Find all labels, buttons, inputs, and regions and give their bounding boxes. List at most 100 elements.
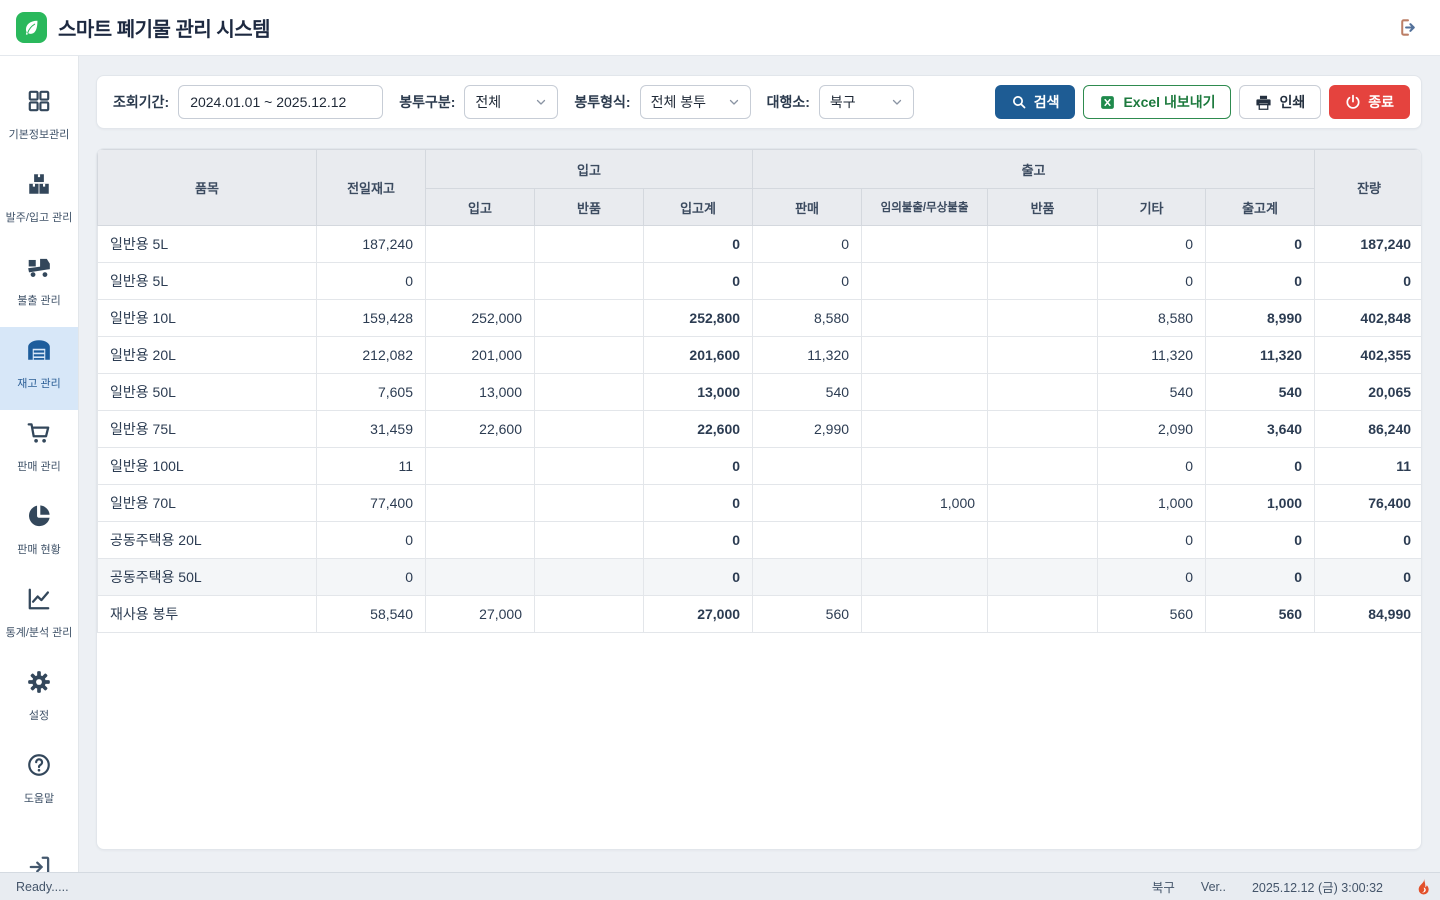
cell-item: 일반용 5L — [97, 225, 317, 263]
cell-in: 201,000 — [425, 336, 535, 374]
close-button[interactable]: 종료 — [1329, 85, 1410, 119]
cell-in: 22,600 — [425, 410, 535, 448]
table-row[interactable]: 공동주택용 50L 0 0 0 0 0 — [97, 558, 1421, 596]
cell-item: 일반용 20L — [97, 336, 317, 374]
table-row[interactable]: 일반용 70L 77,400 0 1,000 1,000 1,000 76,400 — [97, 484, 1421, 522]
cell-in_ret — [534, 373, 644, 411]
cell-free — [861, 373, 989, 411]
period-input[interactable] — [178, 85, 384, 119]
table-row[interactable]: 일반용 5L 0 0 0 0 0 0 — [97, 262, 1421, 300]
cell-etc: 11,320 — [1097, 336, 1207, 374]
sidebar-item-settings[interactable]: 설정 — [0, 659, 78, 742]
excel-export-button[interactable]: Excel 내보내기 — [1083, 85, 1232, 119]
cell-free — [861, 225, 989, 263]
status-bar: Ready..... 북구 Ver.. 2025.12.12 (금) 3:00:… — [0, 872, 1440, 900]
sidebar-item-sales-status[interactable]: 판매 현황 — [0, 493, 78, 576]
sidebar-item-order-inbound[interactable]: 발주/입고 관리 — [0, 161, 78, 244]
col-free-issue: 임의불출/무상불출 — [861, 188, 989, 226]
help-icon — [26, 752, 52, 783]
table-row[interactable]: 일반용 10L 159,428 252,000 252,800 8,580 8,580 8,… — [97, 299, 1421, 337]
colgroup-outbound: 출고 — [752, 149, 1316, 189]
cell-in — [425, 484, 535, 522]
bag-type-select[interactable]: 전체 — [464, 85, 559, 119]
cell-in — [425, 558, 535, 596]
sidebar-item-inventory[interactable]: 재고 관리 — [0, 327, 78, 410]
cell-prev: 0 — [316, 521, 426, 559]
cell-in — [425, 521, 535, 559]
agency-filter: 대행소: 북구 — [767, 85, 914, 119]
cell-rem: 0 — [1314, 262, 1421, 300]
cell-out_tot: 0 — [1205, 521, 1316, 559]
table-row[interactable]: 일반용 75L 31,459 22,600 22,600 2,990 2,090 3,640… — [97, 410, 1421, 448]
sidebar-item-sales[interactable]: 판매 관리 — [0, 410, 78, 493]
bag-format-label: 봉투형식: — [574, 94, 631, 110]
sidebar-item-help[interactable]: 도움말 — [0, 742, 78, 825]
table-row[interactable]: 일반용 50L 7,605 13,000 13,000 540 540 540 20,065 — [97, 373, 1421, 411]
cell-in_ret — [534, 595, 644, 633]
excel-icon — [1099, 94, 1116, 111]
sidebar-item-dispatch[interactable]: 불출 관리 — [0, 244, 78, 327]
logout-button[interactable] — [1392, 13, 1422, 43]
cell-etc: 0 — [1097, 225, 1207, 263]
filter-bar: 조회기간: 봉투구분: 전체 봉투형식: 전체 봉투 대행소: 북구 — [96, 75, 1422, 129]
sidebar-item-basic-info[interactable]: 기본정보관리 — [0, 78, 78, 161]
sidebar-login-button[interactable] — [0, 854, 78, 872]
cell-free — [861, 336, 989, 374]
cell-free — [861, 410, 989, 448]
cell-sale: 0 — [752, 262, 863, 300]
cell-in_tot: 22,600 — [642, 410, 754, 448]
cell-item: 일반용 5L — [97, 262, 317, 300]
cell-sale — [752, 521, 863, 559]
app-header: 스마트 폐기물 관리 시스템 — [0, 0, 1440, 56]
table-row[interactable]: 공동주택용 20L 0 0 0 0 0 — [97, 521, 1421, 559]
cell-free — [861, 558, 989, 596]
cell-out_tot: 0 — [1205, 447, 1316, 485]
sidebar-item-label: 기본정보관리 — [8, 129, 70, 141]
grid-icon — [26, 88, 52, 119]
line-chart-icon — [26, 586, 52, 617]
cell-in_ret — [534, 336, 644, 374]
print-button[interactable]: 인쇄 — [1239, 85, 1322, 119]
boxes-icon — [26, 171, 52, 202]
search-icon — [1011, 94, 1027, 110]
sidebar-item-statistics[interactable]: 통계/분석 관리 — [0, 576, 78, 659]
inventory-panel: 품목 전일재고 입고 출고 잔량 입고 반품 입고계 판매 임의불출/무상불출 … — [96, 148, 1422, 850]
table-row[interactable]: 재사용 봉투 58,540 27,000 27,000 560 560 560 84,990 — [97, 595, 1421, 633]
table-row[interactable]: 일반용 20L 212,082 201,000 201,600 11,320 11,320… — [97, 336, 1421, 374]
cell-in_ret — [534, 521, 644, 559]
cell-in_ret — [534, 262, 644, 300]
action-buttons: 검색 Excel 내보내기 인쇄 종료 — [994, 85, 1410, 119]
cell-in — [425, 447, 535, 485]
cell-free — [861, 262, 989, 300]
table-row[interactable]: 일반용 5L 187,240 0 0 0 0 187,240 — [97, 225, 1421, 263]
col-etc: 기타 — [1097, 188, 1207, 226]
table-body: 일반용 5L 187,240 0 0 0 0 187,240 일반용 5L 0 0 0 0 0 0 일반용 … — [97, 225, 1421, 633]
cell-item: 재사용 봉투 — [97, 595, 317, 633]
bag-type-value: 전체 — [475, 94, 502, 110]
cell-out_tot: 560 — [1205, 595, 1316, 633]
cell-prev: 11 — [316, 447, 426, 485]
cell-in_ret — [534, 447, 644, 485]
cell-out_ret — [987, 225, 1099, 263]
cell-out_tot: 8,990 — [1205, 299, 1316, 337]
cell-out_tot: 0 — [1205, 225, 1316, 263]
cell-out_ret — [987, 410, 1099, 448]
col-sale: 판매 — [752, 188, 863, 226]
cell-in — [425, 225, 535, 263]
col-inbound-return: 반품 — [534, 188, 644, 226]
power-icon — [1345, 94, 1361, 110]
flame-icon — [1413, 876, 1434, 897]
col-inbound-total: 입고계 — [642, 188, 754, 226]
cell-out_tot: 0 — [1205, 262, 1316, 300]
table-row[interactable]: 일반용 100L 11 0 0 0 11 — [97, 447, 1421, 485]
agency-select[interactable]: 북구 — [818, 85, 914, 119]
cell-out_ret — [987, 595, 1099, 633]
bag-format-select[interactable]: 전체 봉투 — [639, 85, 751, 119]
search-button[interactable]: 검색 — [994, 85, 1076, 119]
cell-out_ret — [987, 558, 1099, 596]
cell-etc: 540 — [1097, 373, 1207, 411]
agency-value: 북구 — [829, 94, 856, 110]
cell-rem: 76,400 — [1314, 484, 1421, 522]
cell-out_ret — [987, 299, 1099, 337]
col-inbound: 입고 — [425, 188, 535, 226]
